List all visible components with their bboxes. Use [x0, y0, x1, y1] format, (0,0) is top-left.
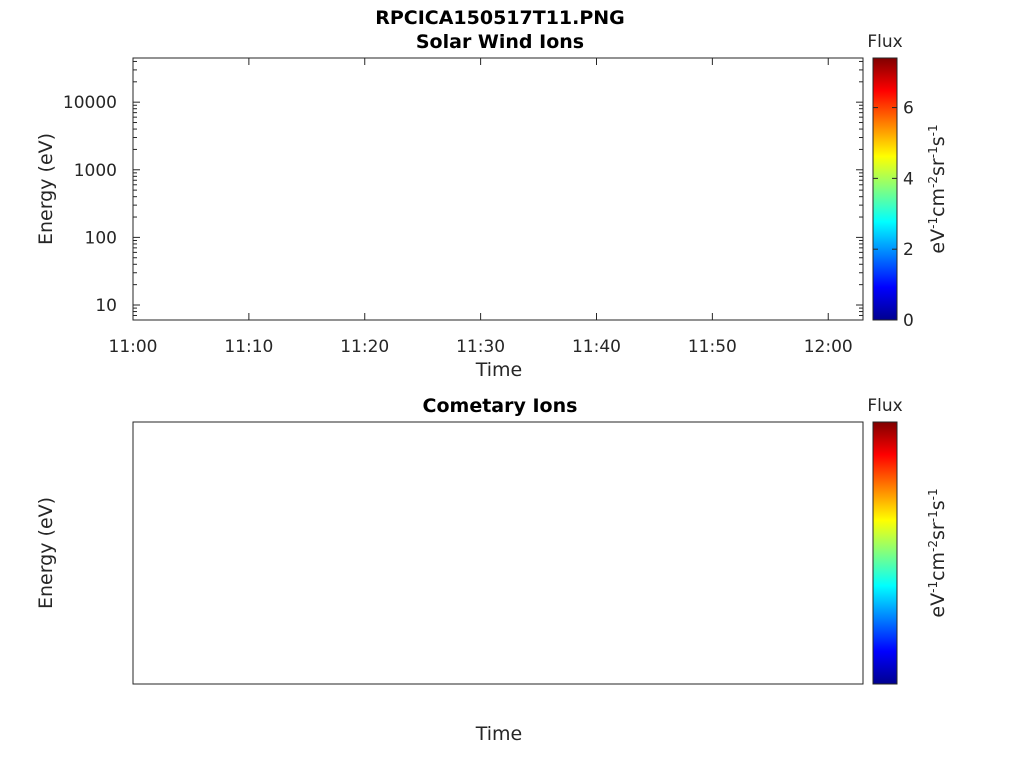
x-tick-label: 11:20 [340, 337, 389, 357]
colorbar-units: eV-1cm-2sr-1s-1 [926, 124, 949, 253]
y-axis-label: Energy (eV) [35, 133, 57, 245]
plot-frame [132, 421, 864, 685]
colorbar-tick-label: 2 [903, 240, 914, 260]
y-tick-label: 10000 [63, 93, 117, 113]
colorbar-title: Flux [867, 32, 902, 52]
x-tick-label: 11:50 [688, 337, 737, 357]
plot-area [132, 421, 864, 685]
colorbar-tick-label: 0 [903, 311, 914, 331]
panel-title: Cometary Ions [423, 395, 578, 417]
x-axis-label: Time [475, 723, 523, 745]
panel-title: Solar Wind Ions [416, 31, 584, 53]
colorbar-title: Flux [867, 396, 902, 416]
colorbar-tick-label: 6 [903, 99, 914, 119]
y-axis: 10 100 1000 10000 [63, 60, 863, 321]
y-axis-label: Energy (eV) [35, 497, 57, 609]
x-axis: 11:00 11:10 11:20 11:30 11:40 11:50 12:00 [109, 58, 853, 357]
colorbar-tick-label: 4 [903, 169, 914, 189]
x-axis-label: Time [475, 359, 523, 381]
y-tick-label: 1000 [74, 161, 117, 181]
x-tick-label: 11:00 [109, 337, 158, 357]
x-tick-label: 12:00 [804, 337, 853, 357]
x-tick-label: 11:40 [572, 337, 621, 357]
plot-frame [132, 57, 864, 321]
colorbar-ticks: 0 2 4 6 [873, 99, 914, 331]
panel-cometary: Cometary Ions Time Energy (eV) Flux eV-1… [35, 395, 949, 745]
colorbar-gradient [872, 421, 898, 685]
x-tick-label: 11:10 [224, 337, 273, 357]
panel-solar-wind: Solar Wind Ions 10 100 1000 10000 11:00 11:1… [35, 31, 949, 381]
y-tick-label: 10 [95, 296, 117, 316]
y-tick-label: 100 [85, 228, 117, 248]
colorbar: Flux 0 2 4 6 eV-1cm-2sr-1s-1 [867, 32, 949, 331]
figure-title: RPCICA150517T11.PNG [375, 7, 625, 29]
plot-area [132, 57, 864, 321]
colorbar: Flux eV-1cm-2sr-1s-1 [867, 396, 949, 685]
colorbar-units: eV-1cm-2sr-1s-1 [926, 488, 949, 617]
x-tick-label: 11:30 [456, 337, 505, 357]
colorbar-gradient [872, 57, 898, 321]
